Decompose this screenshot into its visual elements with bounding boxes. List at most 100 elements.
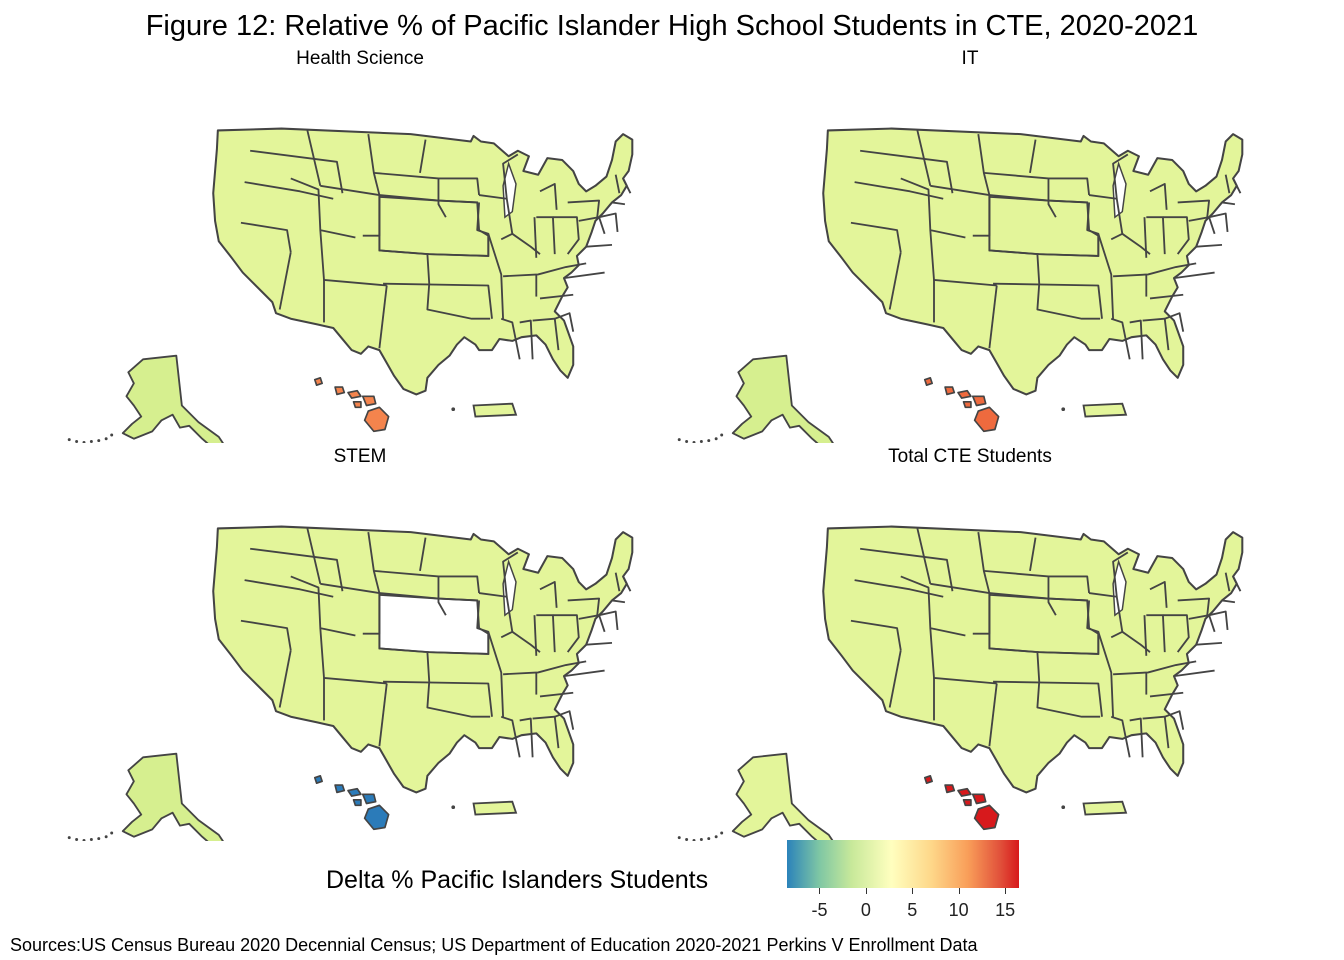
state-border bbox=[1112, 153, 1129, 199]
state-border bbox=[1110, 317, 1131, 360]
state-border bbox=[1173, 669, 1215, 678]
legend-title: Delta % Pacific Islanders Students bbox=[326, 866, 709, 894]
state-border bbox=[502, 153, 519, 199]
us-choropleth-map bbox=[677, 127, 1244, 443]
state-border bbox=[306, 528, 322, 585]
state-hawaii bbox=[313, 376, 323, 387]
aleutian-island bbox=[692, 440, 696, 443]
state-border bbox=[487, 631, 504, 717]
aleutian-island bbox=[677, 438, 681, 442]
map-panel: Health Science bbox=[60, 48, 660, 443]
colorbar-tick-label: 10 bbox=[948, 900, 969, 920]
state-border bbox=[378, 285, 388, 349]
aleutian-island bbox=[685, 838, 689, 841]
aleutian-island bbox=[677, 836, 681, 840]
state-border bbox=[290, 177, 356, 239]
state-border bbox=[614, 174, 621, 194]
state-border bbox=[1088, 194, 1124, 241]
state-border bbox=[578, 614, 606, 633]
puerto-rico bbox=[1082, 402, 1128, 418]
state-hawaii bbox=[962, 400, 972, 409]
state-border bbox=[888, 650, 902, 708]
state-border bbox=[900, 575, 966, 637]
state-hawaii bbox=[944, 386, 956, 396]
colorbar-tick bbox=[912, 888, 914, 894]
us-choropleth-map bbox=[67, 127, 634, 443]
state-border bbox=[988, 195, 1041, 284]
state-border bbox=[478, 592, 514, 639]
state-nebraska bbox=[988, 195, 1100, 257]
panel-title: IT bbox=[961, 48, 979, 69]
state-hawaii bbox=[361, 395, 377, 407]
state-border bbox=[854, 579, 944, 598]
state-border bbox=[240, 221, 292, 253]
state-border bbox=[539, 581, 558, 608]
state-border bbox=[1113, 262, 1197, 278]
state-border bbox=[1224, 572, 1231, 592]
state-border bbox=[1177, 199, 1210, 218]
aleutian-island bbox=[89, 838, 93, 841]
state-border bbox=[503, 660, 587, 676]
state-nebraska bbox=[378, 195, 490, 257]
aleutian-island bbox=[82, 440, 86, 443]
state-border bbox=[419, 537, 427, 572]
state-border bbox=[487, 233, 504, 319]
state-border bbox=[426, 283, 491, 320]
state-border bbox=[378, 683, 388, 747]
state-border bbox=[278, 650, 292, 708]
state-hawaii bbox=[971, 793, 987, 805]
state-border bbox=[426, 681, 491, 718]
state-alaska bbox=[121, 752, 224, 841]
state-border bbox=[1221, 201, 1236, 206]
state-hawaii bbox=[973, 804, 1000, 831]
aleutian-island bbox=[720, 433, 724, 437]
state-border bbox=[500, 715, 521, 758]
state-hawaii bbox=[923, 376, 933, 387]
state-border bbox=[1036, 283, 1101, 320]
state-border bbox=[982, 172, 991, 196]
state-border bbox=[244, 579, 334, 598]
state-border bbox=[427, 600, 490, 655]
state-border bbox=[244, 181, 334, 200]
state-border bbox=[552, 216, 580, 255]
state-border bbox=[622, 576, 632, 592]
state-border bbox=[533, 615, 538, 656]
state-border bbox=[419, 139, 427, 174]
state-border bbox=[290, 575, 356, 637]
state-border bbox=[989, 194, 1088, 204]
state-border bbox=[860, 149, 954, 194]
colorbar-tick bbox=[1005, 888, 1007, 894]
state-border bbox=[982, 570, 991, 594]
state-hawaii bbox=[313, 774, 323, 785]
state-border bbox=[916, 130, 932, 187]
state-border bbox=[278, 252, 292, 310]
state-border bbox=[1149, 183, 1168, 210]
state-hawaii bbox=[347, 389, 362, 399]
source-note: Sources:US Census Bureau 2020 Decennial … bbox=[10, 935, 978, 955]
virgin-islands bbox=[1061, 407, 1066, 412]
aleutian-island bbox=[104, 437, 108, 441]
state-border bbox=[372, 172, 381, 196]
state-border bbox=[1088, 592, 1124, 639]
state-border bbox=[1048, 177, 1090, 196]
state-border bbox=[1208, 212, 1229, 233]
aleutian-island bbox=[685, 440, 689, 443]
contiguous-states bbox=[822, 525, 1244, 794]
state-border bbox=[567, 597, 600, 616]
state-border bbox=[250, 149, 344, 194]
state-border bbox=[1164, 710, 1185, 730]
aleutian-island bbox=[714, 835, 718, 839]
aleutian-island bbox=[699, 440, 703, 443]
state-border bbox=[379, 592, 478, 602]
colorbar-tick-label: 5 bbox=[907, 900, 918, 920]
colorbar bbox=[787, 840, 1019, 888]
state-hawaii bbox=[962, 798, 972, 807]
state-hawaii bbox=[957, 787, 972, 797]
state-border bbox=[850, 221, 902, 253]
state-border bbox=[1177, 597, 1210, 616]
panel-title: STEM bbox=[333, 446, 387, 467]
state-border bbox=[854, 181, 944, 200]
state-border bbox=[563, 669, 605, 678]
map-panel: STEM bbox=[60, 446, 660, 841]
state-border bbox=[519, 319, 534, 360]
